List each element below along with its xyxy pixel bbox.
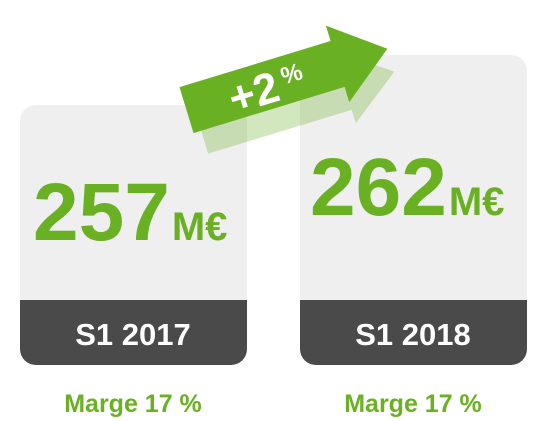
card-value: 262M€ bbox=[310, 142, 504, 233]
card bbox=[300, 55, 527, 365]
card-value: 257M€ bbox=[33, 167, 227, 258]
unit: M€ bbox=[172, 205, 228, 249]
value: 262 bbox=[310, 142, 447, 233]
arrow-body bbox=[179, 25, 388, 134]
card-margin: Marge 17 % bbox=[64, 390, 202, 418]
value: 257 bbox=[33, 167, 170, 258]
card-period: S1 2018 bbox=[355, 317, 471, 352]
card-period: S1 2017 bbox=[75, 317, 191, 352]
card-footer bbox=[300, 300, 527, 365]
card bbox=[20, 105, 247, 365]
unit: M€ bbox=[449, 180, 505, 224]
growth-arrow: +2% bbox=[179, 25, 395, 154]
card-margin: Marge 17 % bbox=[344, 390, 482, 418]
card-footer bbox=[20, 300, 247, 365]
